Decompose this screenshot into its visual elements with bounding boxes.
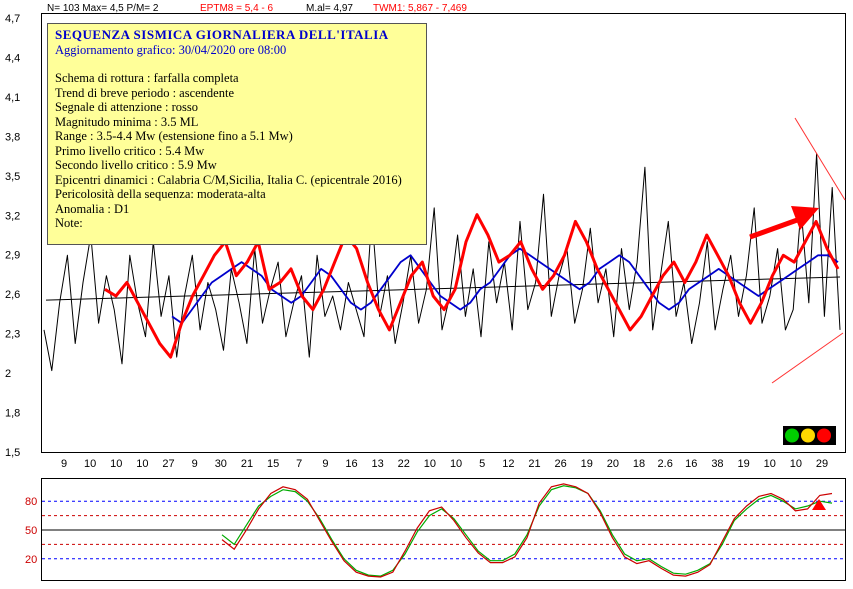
info-line-first-critical: Primo livello critico : 5.4 Mw xyxy=(55,143,205,158)
oscillator-reference-lines: 80 50 20 xyxy=(25,496,845,566)
x-tick-label: 10 xyxy=(790,458,802,470)
info-line-epicenters: Epicentri dinamici : Calabria C/M,Sicili… xyxy=(55,172,402,187)
y-tick-label: 3,8 xyxy=(5,131,20,143)
x-tick-label: 5 xyxy=(479,458,485,470)
x-tick-label: 30 xyxy=(215,458,227,470)
red-average-line xyxy=(104,213,840,359)
y-tick-label: 3,5 xyxy=(5,171,20,183)
oscillator-series-group xyxy=(221,483,833,578)
y-tick-label: 1,5 xyxy=(5,447,20,459)
y-tick-label: 2,3 xyxy=(5,329,20,341)
y-axis-ticks: 4,7 4,4 4,1 3,8 3,5 3,2 2,9 2,6 2,3 2 1,8 1,5 xyxy=(5,13,20,459)
y-tick-label: 4,1 xyxy=(5,92,20,104)
x-tick-label: 21 xyxy=(241,458,253,470)
x-tick-label: 20 xyxy=(607,458,619,470)
info-line-signal: Segnale di attenzione : rosso xyxy=(55,100,199,114)
x-tick-label: 22 xyxy=(398,458,410,470)
traffic-light-icon xyxy=(783,426,836,445)
info-line-danger: Pericolosità della sequenza: moderata-al… xyxy=(55,187,266,201)
trend-line xyxy=(45,276,841,301)
info-line-min-magnitude: Magnitudo minima : 3.5 ML xyxy=(55,114,199,129)
x-tick-label: 15 xyxy=(267,458,279,470)
info-line-range: Range : 3.5-4.4 Mw (estensione fino a 5.… xyxy=(55,129,293,143)
y-tick-label: 4,4 xyxy=(5,52,20,64)
red-trend-arrow-icon xyxy=(749,206,819,240)
y-tick-label: 4,7 xyxy=(5,13,20,25)
x-tick-label: 18 xyxy=(633,458,645,470)
x-tick-label: 16 xyxy=(685,458,697,470)
y-tick-label: 2,6 xyxy=(5,289,20,301)
info-box: SEQUENZA SISMICA GIORNALIERA DELL'ITALIA… xyxy=(47,23,427,245)
x-tick-label: 9 xyxy=(61,458,67,470)
info-line-anomaly: Anomalia : D1 xyxy=(55,201,130,216)
info-title: SEQUENZA SISMICA GIORNALIERA DELL'ITALIA xyxy=(55,27,389,42)
header-mal: M.al= 4,97 xyxy=(306,3,353,14)
y-tick-label: 3,2 xyxy=(5,210,20,222)
oscillator-tick-label: 50 xyxy=(25,525,37,537)
info-line-notes: Note: xyxy=(55,216,83,230)
x-tick-label: 26 xyxy=(554,458,566,470)
y-tick-label: 1,8 xyxy=(5,408,20,420)
x-tick-label: 10 xyxy=(424,458,436,470)
x-tick-label: 12 xyxy=(502,458,514,470)
x-tick-label: 10 xyxy=(136,458,148,470)
x-tick-label: 10 xyxy=(764,458,776,470)
x-tick-label: 9 xyxy=(322,458,328,470)
header-twm: TWM1: 5,867 - 7,469 xyxy=(373,3,467,14)
funnel-lower-line xyxy=(771,332,844,384)
x-tick-label: 27 xyxy=(162,458,174,470)
x-tick-label: 13 xyxy=(372,458,384,470)
oscillator-tick-label: 20 xyxy=(25,554,37,566)
x-tick-label: 10 xyxy=(450,458,462,470)
x-tick-label: 9 xyxy=(192,458,198,470)
main-series-group xyxy=(43,153,841,372)
x-tick-label: 38 xyxy=(711,458,723,470)
y-tick-label: 2 xyxy=(5,368,11,380)
oscillator-tick-label: 80 xyxy=(25,496,37,508)
x-tick-label: 29 xyxy=(816,458,828,470)
x-tick-label: 10 xyxy=(110,458,122,470)
x-tick-label: 7 xyxy=(296,458,302,470)
x-tick-label: 2.6 xyxy=(658,458,673,470)
info-line-schema: Schema di rottura : farfalla completa xyxy=(55,71,239,85)
red-oscillator-line xyxy=(221,483,833,578)
x-tick-label: 19 xyxy=(581,458,593,470)
x-tick-label: 19 xyxy=(737,458,749,470)
x-tick-label: 10 xyxy=(84,458,96,470)
info-line-second-critical: Secondo livello critico : 5.9 Mw xyxy=(55,158,217,172)
x-tick-label: 21 xyxy=(528,458,540,470)
magnitude-line xyxy=(43,153,841,372)
info-subtitle: Aggiornamento grafico: 30/04/2020 ore 08… xyxy=(55,42,287,57)
header-eptm: EPTM8 = 5,4 - 6 xyxy=(200,3,274,14)
funnel-upper-line xyxy=(794,117,846,201)
x-axis-ticks: 9 10 10 10 27 9 30 21 15 7 9 16 13 22 10 10 5 12 21 26 19 20 1… xyxy=(61,458,828,470)
red-warning-triangle-icon xyxy=(812,499,826,510)
y-tick-label: 2,9 xyxy=(5,250,20,262)
header-stats: N= 103 Max= 4,5 P/M= 2 xyxy=(47,3,159,14)
info-line-trend: Trend di breve periodo : ascendente xyxy=(55,85,234,100)
x-tick-label: 16 xyxy=(345,458,357,470)
green-oscillator-line xyxy=(221,485,833,577)
